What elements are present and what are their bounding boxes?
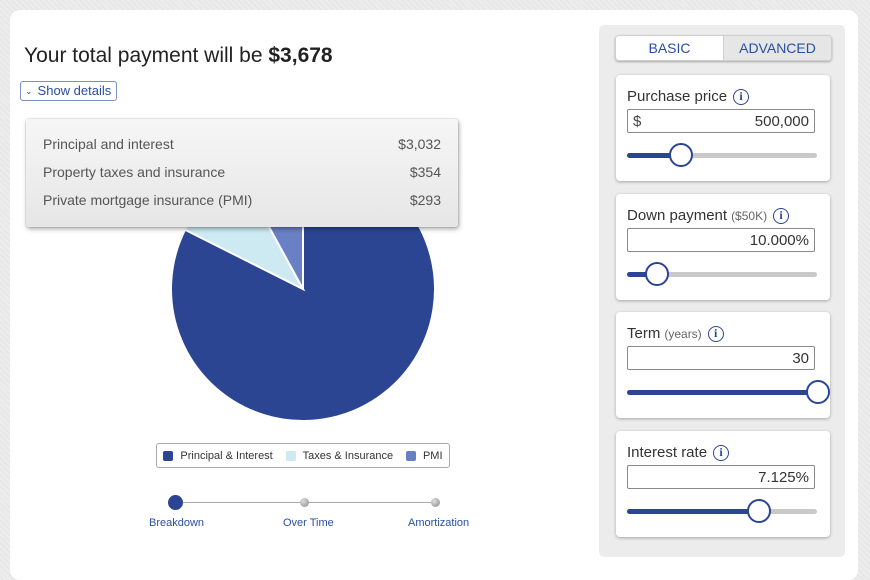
legend-swatch — [163, 450, 174, 461]
term-value: 30 — [792, 349, 809, 367]
breakdown-row-pmi: Private mortgage insurance (PMI) $293 — [43, 189, 441, 211]
total-payment-amount: $3,678 — [268, 44, 333, 67]
breakdown-label: Private mortgage insurance (PMI) — [43, 192, 253, 208]
term-panel: Term (years) i 30 — [616, 312, 830, 418]
down-payment-panel: Down payment ($50K) i 10.000% — [616, 194, 830, 300]
details-popover: Principal and interest $3,032 Property t… — [26, 119, 458, 227]
tab-dot-amortization[interactable] — [431, 498, 440, 507]
slider-fill — [627, 272, 656, 277]
info-icon[interactable]: i — [707, 325, 724, 342]
info-icon[interactable]: i — [773, 207, 790, 224]
slider-handle[interactable] — [806, 380, 830, 404]
purchase-price-value: 500,000 — [754, 112, 809, 130]
slider-handle[interactable] — [747, 499, 772, 523]
breakdown-value: $354 — [409, 164, 441, 180]
slider-fill — [627, 390, 817, 395]
legend-item-principal: Principal & Interest — [163, 449, 273, 462]
tab-dot-breakdown[interactable] — [168, 495, 183, 510]
tab-breakdown[interactable]: Breakdown — [149, 517, 205, 529]
purchase-price-slider[interactable] — [627, 143, 817, 167]
interest-rate-input[interactable]: 7.125% — [627, 465, 815, 489]
slider-handle[interactable] — [644, 262, 669, 286]
purchase-price-label: Purchase price i — [627, 88, 750, 105]
slider-handle[interactable] — [669, 143, 694, 167]
purchase-price-input[interactable]: $ 500,000 — [627, 109, 815, 133]
breakdown-label: Principal and interest — [43, 136, 174, 152]
legend-swatch — [405, 450, 416, 461]
total-payment-prefix: Your total payment will be — [24, 44, 263, 67]
breakdown-value: $3,032 — [398, 136, 441, 152]
tab-over-time[interactable]: Over Time — [283, 517, 334, 529]
interest-rate-label-text: Interest rate — [627, 444, 708, 461]
total-payment-heading: Your total payment will be $3,678 — [24, 44, 333, 68]
legend-item-taxes: Taxes & Insurance — [285, 449, 394, 462]
down-payment-slider[interactable] — [627, 262, 817, 286]
tab-dot-over-time[interactable] — [300, 498, 309, 507]
show-details-button[interactable]: ⌄ Show details — [20, 81, 118, 101]
down-payment-value: 10.000% — [749, 231, 809, 249]
slider-fill — [627, 153, 681, 158]
tab-amortization[interactable]: Amortization — [408, 517, 470, 529]
legend-swatch — [285, 450, 296, 461]
term-slider[interactable] — [627, 380, 830, 404]
interest-rate-panel: Interest rate i 7.125% — [616, 431, 830, 537]
purchase-price-label-text: Purchase price — [627, 88, 728, 105]
breakdown-value: $293 — [409, 192, 441, 208]
term-input[interactable]: 30 — [627, 346, 815, 370]
purchase-price-panel: Purchase price i $ 500,000 — [616, 75, 830, 181]
legend-label: PMI — [422, 449, 443, 462]
interest-rate-label: Interest rate i — [627, 444, 730, 461]
info-icon[interactable]: i — [713, 444, 730, 461]
chart-legend: Principal & Interest Taxes & Insurance P… — [156, 443, 450, 468]
show-details-label: Show details — [37, 83, 112, 98]
legend-label: Principal & Interest — [180, 449, 273, 462]
breakdown-row-taxes: Property taxes and insurance $354 — [43, 161, 441, 183]
slider-fill — [627, 509, 759, 514]
breakdown-label: Property taxes and insurance — [43, 164, 226, 180]
advanced-mode-button[interactable]: ADVANCED — [723, 36, 831, 60]
legend-label: Taxes & Insurance — [302, 449, 394, 462]
chevron-down-icon: ⌄ — [25, 86, 33, 96]
down-payment-sublabel: ($50K) — [731, 208, 768, 223]
term-label: Term (years) i — [627, 325, 724, 342]
down-payment-label: Down payment ($50K) i — [627, 207, 790, 224]
interest-rate-value: 7.125% — [758, 468, 809, 486]
basic-mode-button[interactable]: BASIC — [616, 36, 723, 60]
mode-toggle: BASIC ADVANCED — [615, 35, 832, 61]
down-payment-label-text: Down payment — [627, 207, 728, 224]
breakdown-row-principal: Principal and interest $3,032 — [43, 133, 441, 155]
legend-item-pmi: PMI — [405, 449, 443, 462]
term-sublabel: (years) — [664, 326, 702, 341]
interest-rate-slider[interactable] — [627, 499, 817, 523]
term-label-text: Term — [627, 325, 661, 342]
info-icon[interactable]: i — [733, 88, 750, 105]
down-payment-input[interactable]: 10.000% — [627, 228, 815, 252]
currency-prefix: $ — [633, 112, 642, 130]
